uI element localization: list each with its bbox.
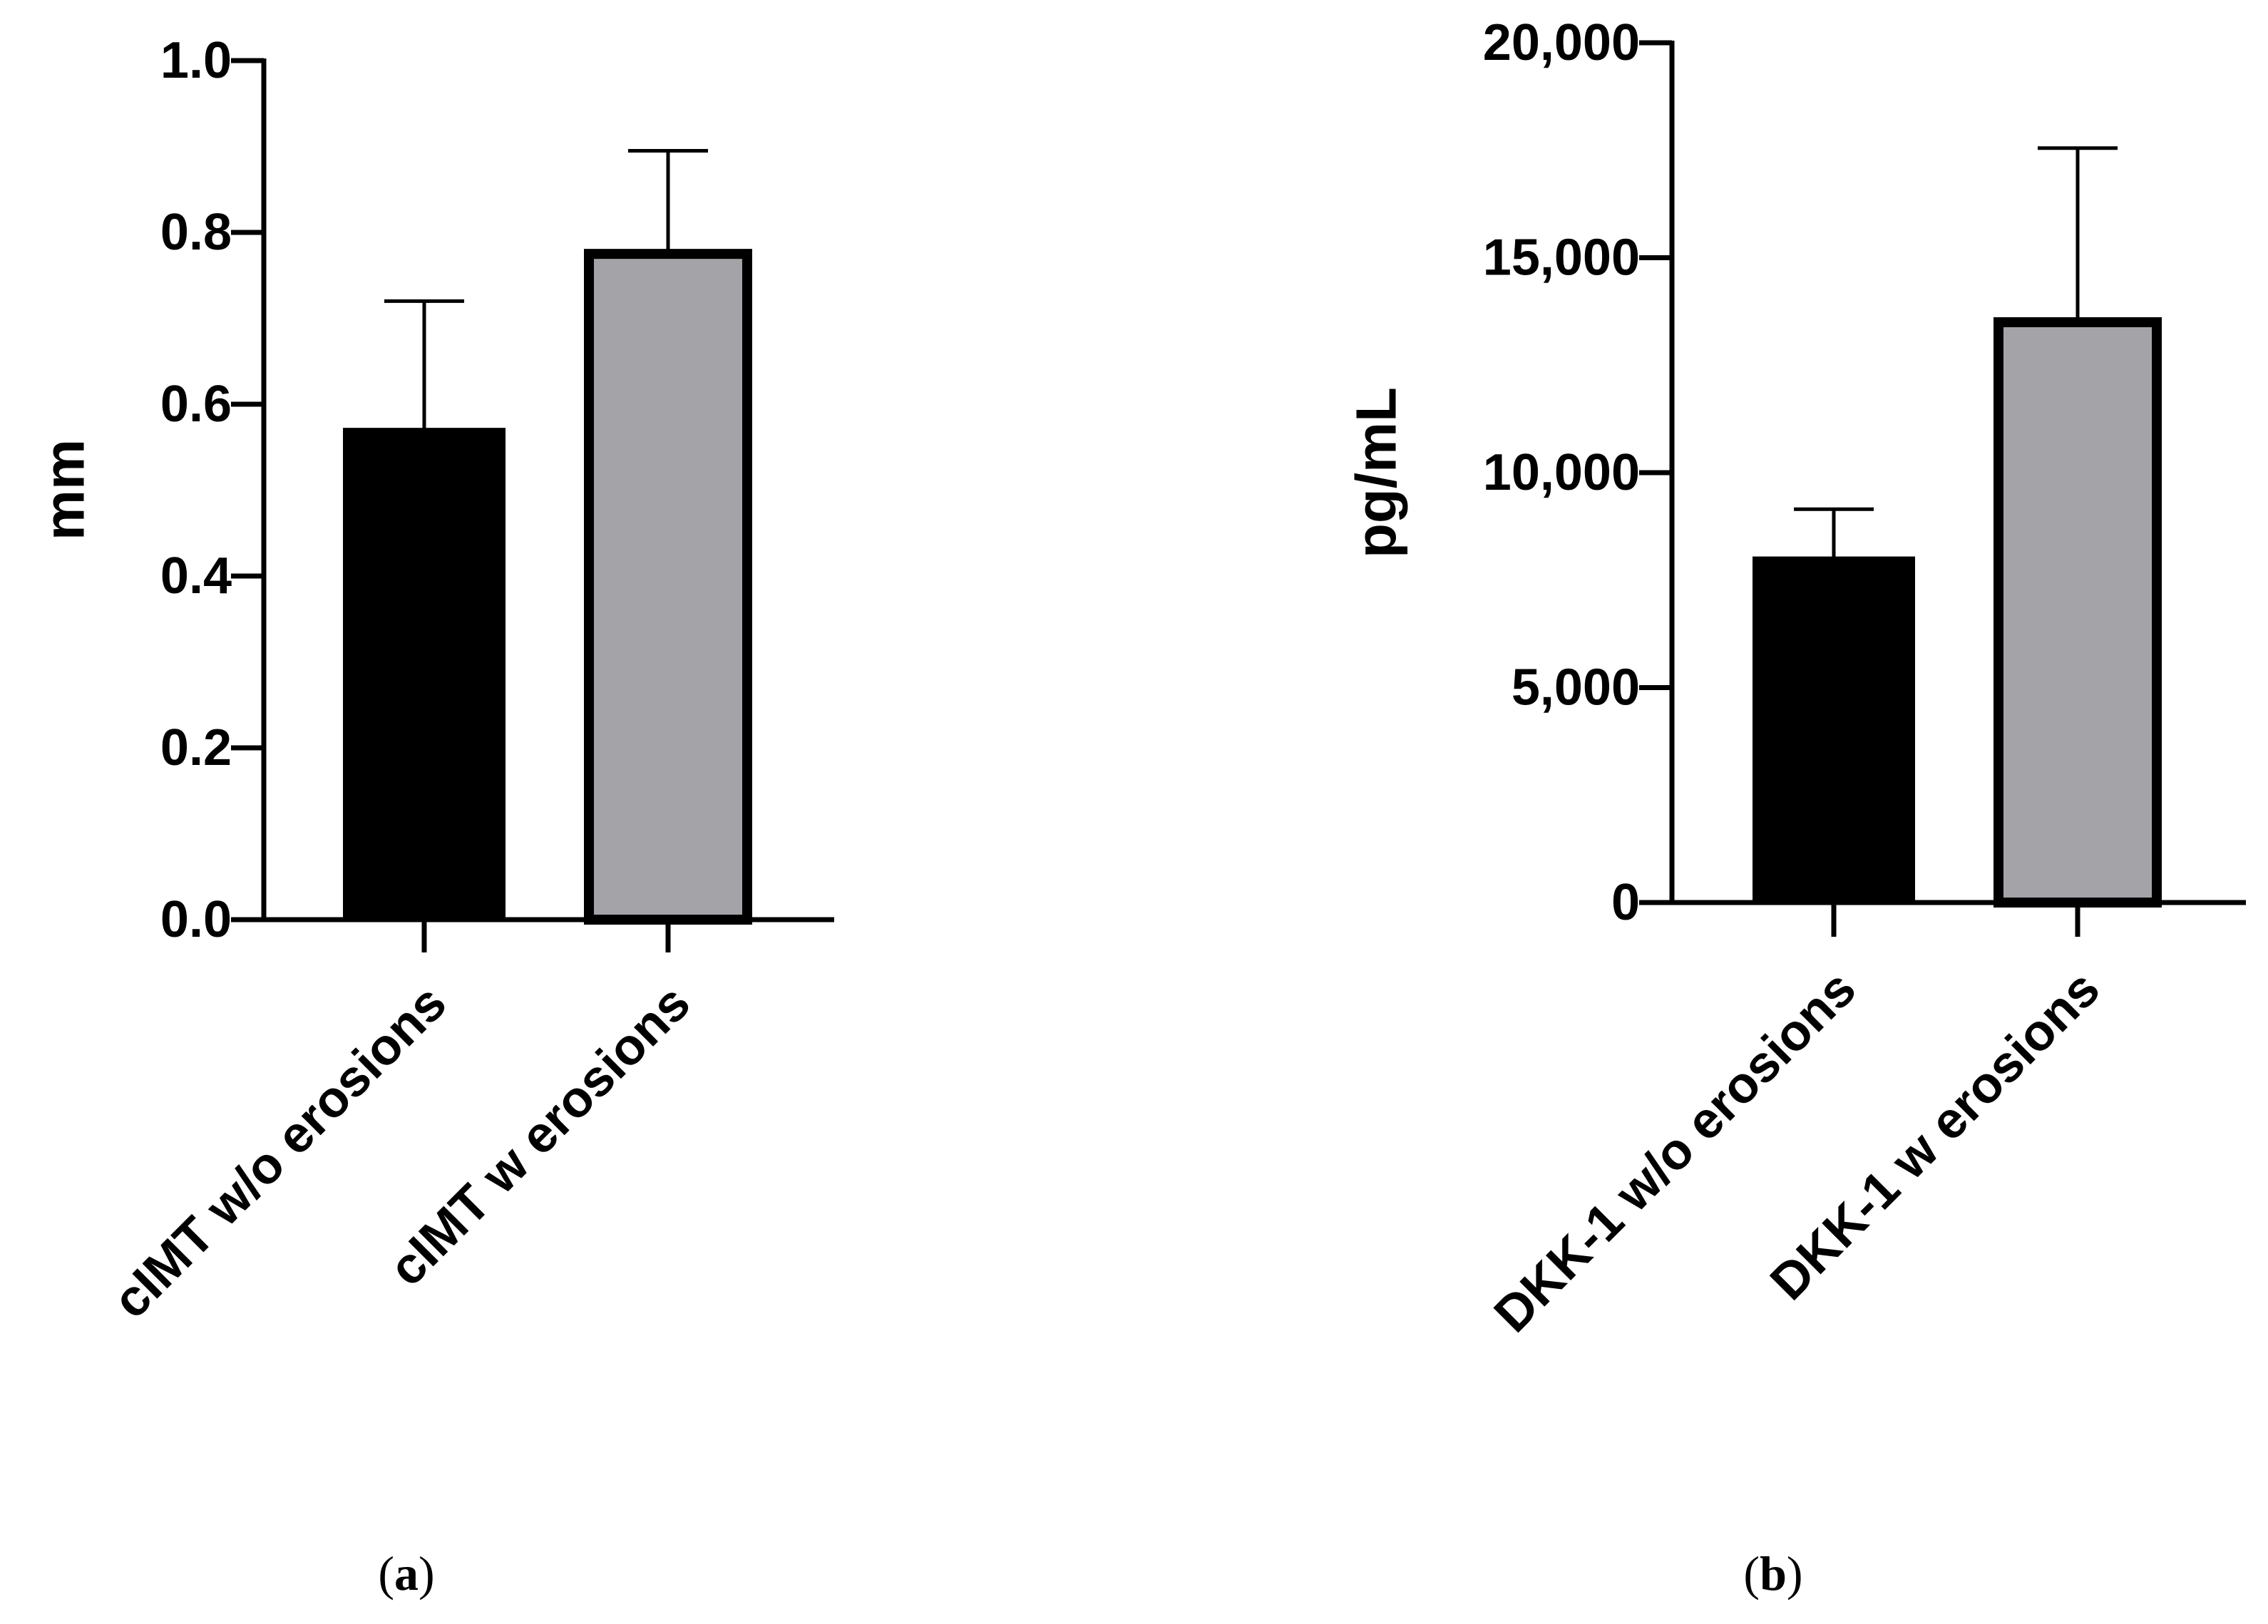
bar-1 (343, 428, 506, 922)
y-tick-label-3: 0.6 (160, 376, 232, 433)
y-tick-label-1: 0.2 (160, 719, 232, 776)
y-tick-label-2: 10,000 (1483, 444, 1640, 501)
panel-label-open-paren: ( (378, 1546, 394, 1600)
y-tick-label-0: 0.0 (160, 891, 232, 948)
bar-2 (584, 249, 752, 925)
panel-label: (b) (1743, 1546, 1802, 1600)
y-tick-label-1: 5,000 (1512, 659, 1640, 716)
panel-label-open-paren: ( (1743, 1546, 1760, 1600)
y-axis-title: mm (33, 439, 96, 540)
panel-label-letter: b (1760, 1546, 1787, 1600)
bar-2 (1994, 317, 2162, 908)
y-tick-label-2: 0.4 (160, 548, 232, 605)
panel-label: (a) (378, 1546, 434, 1600)
y-tick-label-4: 20,000 (1483, 14, 1640, 71)
y-tick-label-0: 0 (1611, 874, 1640, 931)
y-tick-label-5: 1.0 (160, 32, 232, 89)
panel-label-close-paren: ) (1787, 1546, 1803, 1600)
bar-1 (1753, 556, 1915, 905)
y-tick-label-3: 15,000 (1483, 230, 1640, 287)
y-axis-title: pg/mL (1345, 387, 1408, 558)
panel-label-letter: a (394, 1546, 419, 1600)
y-tick-label-4: 0.8 (160, 204, 232, 261)
panel-label-close-paren: ) (419, 1546, 435, 1600)
